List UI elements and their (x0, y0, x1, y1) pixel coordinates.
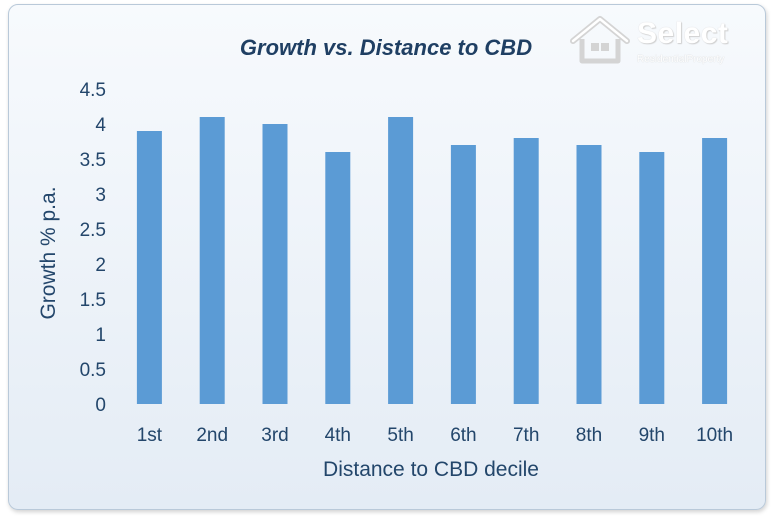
y-tick-label: 3 (95, 185, 106, 206)
chart-frame: Select ResidentialProperty Growth vs. Di… (8, 4, 766, 510)
y-tick-label: 1 (95, 325, 106, 346)
bar-7th (513, 138, 539, 404)
y-tick-label: 2.5 (80, 220, 106, 241)
y-axis-ticks: 0 0.5 1 1.5 2 2.5 3 3.5 4 4.5 (80, 80, 107, 416)
bar-2nd (199, 117, 225, 404)
bar-9th (639, 152, 665, 404)
bar-10th (702, 138, 728, 404)
bar-1st (136, 131, 162, 404)
x-tick-label: 5th (387, 425, 413, 446)
x-tick-label: 9th (639, 425, 665, 446)
y-tick-label: 2 (95, 255, 106, 276)
x-tick-label: 3rd (261, 425, 288, 446)
y-tick-label: 0.5 (80, 360, 106, 381)
y-tick-label: 4 (95, 115, 106, 136)
bar-6th (450, 145, 476, 404)
bars (136, 117, 728, 404)
x-tick-label: 1st (137, 425, 163, 446)
logo-brand-text: Select (637, 17, 729, 50)
brand-logo: Select ResidentialProperty (567, 11, 757, 71)
x-tick-label: 4th (325, 425, 351, 446)
logo-tagline: ResidentialProperty (637, 54, 725, 65)
y-tick-label: 3.5 (80, 150, 106, 171)
bar-chart: Growth vs. Distance to CBD 0 0.5 1 1.5 2 2.5 3… (37, 35, 733, 481)
x-axis-title: Distance to CBD decile (323, 458, 539, 481)
chart-title: Growth vs. Distance to CBD (240, 35, 532, 60)
y-tick-label: 4.5 (80, 80, 106, 101)
x-tick-label: 6th (450, 425, 476, 446)
bar-4th (325, 152, 351, 404)
y-tick-label: 1.5 (80, 290, 106, 311)
bar-3rd (262, 124, 288, 404)
x-tick-label: 10th (696, 425, 733, 446)
y-tick-label: 0 (95, 395, 106, 416)
bar-5th (388, 117, 414, 404)
house-icon (570, 16, 630, 64)
x-tick-label: 8th (576, 425, 602, 446)
x-tick-label: 2nd (196, 425, 228, 446)
bar-8th (576, 145, 602, 404)
x-tick-label: 7th (513, 425, 539, 446)
y-axis-title: Growth % p.a. (37, 186, 60, 319)
x-axis-ticks: 1st 2nd 3rd 4th 5th 6th 7th 8th 9th 10th (137, 425, 733, 446)
